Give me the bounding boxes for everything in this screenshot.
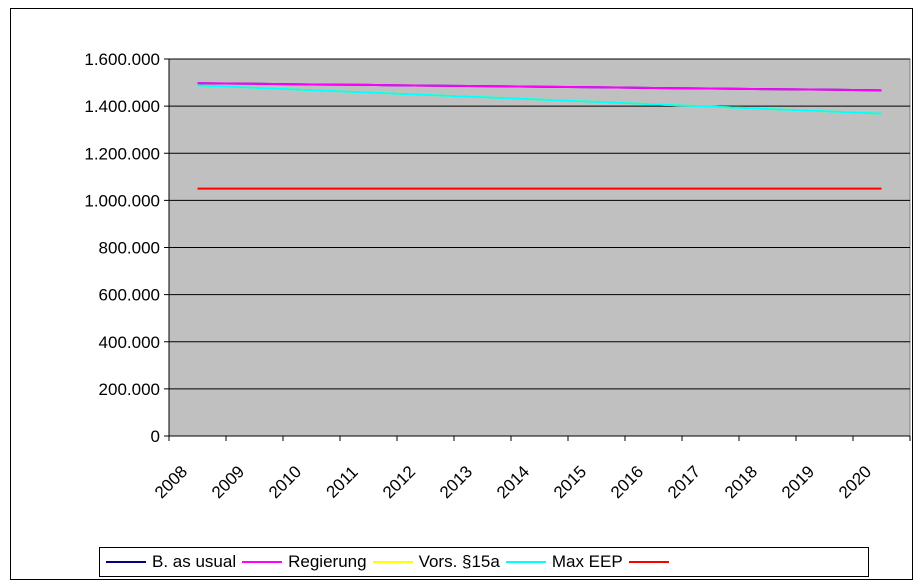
chart-frame: 0 200.000 400.000 600.000 800.000 1.000.000 1.… bbox=[10, 8, 913, 580]
x-tick-label: 2018 bbox=[721, 462, 761, 502]
legend-label: Regierung bbox=[288, 552, 367, 571]
series-line-2 bbox=[197, 82, 882, 92]
x-tick-label: 2010 bbox=[265, 462, 305, 502]
legend-item-1: B. as usual bbox=[106, 552, 236, 572]
legend-swatch bbox=[372, 561, 413, 563]
x-tick-label: 2013 bbox=[436, 462, 476, 502]
x-tick-label: 2019 bbox=[778, 462, 818, 502]
y-tick-label: 600.000 bbox=[99, 286, 160, 305]
legend-label: Max EEP bbox=[551, 552, 623, 571]
legend-swatch bbox=[106, 561, 146, 563]
legend-item-3: Vors. §15a bbox=[372, 552, 500, 572]
y-tick-label: 800.000 bbox=[99, 239, 160, 258]
y-tick-label: 200.000 bbox=[99, 380, 160, 399]
y-tick-label: 400.000 bbox=[99, 333, 160, 352]
x-tick-label: 2017 bbox=[664, 462, 704, 502]
x-tick-label: 2014 bbox=[493, 462, 533, 502]
x-tick-label: 2015 bbox=[550, 462, 590, 502]
x-tick-label: 2008 bbox=[151, 462, 191, 502]
legend-swatch bbox=[628, 561, 669, 563]
y-tick-label: 1.000.000 bbox=[84, 191, 160, 210]
legend-label: B. as usual bbox=[152, 552, 237, 571]
legend-swatch bbox=[242, 561, 283, 563]
legend-item-4: Max EEP bbox=[505, 552, 623, 572]
legend-label: Vors. §15a bbox=[418, 552, 500, 571]
x-tick-label: 2009 bbox=[208, 462, 248, 502]
x-tick-label: 2016 bbox=[607, 462, 647, 502]
y-tick-label: 1.600.000 bbox=[84, 50, 160, 69]
y-tick-label: 0 bbox=[151, 427, 160, 446]
legend-item-5 bbox=[628, 561, 675, 563]
chart-legend: B. as usual Regierung Vors. §15a Max EEP bbox=[99, 547, 869, 577]
x-tick-label: 2012 bbox=[379, 462, 419, 502]
y-tick-label: 1.400.000 bbox=[84, 97, 160, 116]
legend-swatch bbox=[505, 561, 546, 563]
x-tick-label: 2011 bbox=[322, 462, 361, 501]
legend-item-2: Regierung bbox=[242, 552, 367, 572]
x-tick-label: 2020 bbox=[835, 462, 875, 502]
line-chart: 0 200.000 400.000 600.000 800.000 1.000.000 1.… bbox=[84, 50, 911, 502]
series-line-4 bbox=[197, 84, 882, 115]
y-tick-label: 1.200.000 bbox=[84, 144, 160, 163]
